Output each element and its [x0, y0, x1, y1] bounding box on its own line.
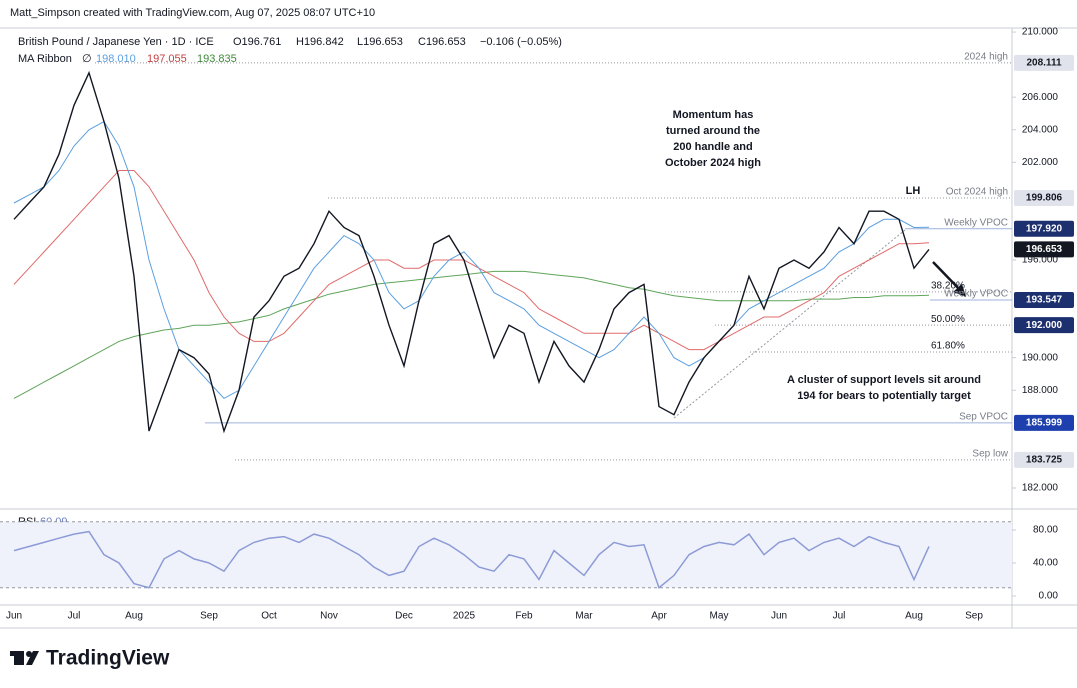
x-tick-label: Jul: [68, 611, 81, 622]
y-tick-label: 188.000: [1022, 385, 1059, 396]
ohlc: C196.653: [418, 36, 466, 48]
price-line: [13, 70, 930, 434]
annotation: 200 handle and: [673, 141, 752, 153]
price-badge-label: 208.111: [1026, 57, 1061, 68]
annotation: LH: [906, 185, 921, 197]
x-tick-label: 2025: [453, 611, 476, 622]
price-badge: [1014, 241, 1074, 258]
rsi-band-fill: [0, 521, 1012, 588]
price-badge: [1014, 54, 1074, 71]
x-tick-label: Jul: [833, 611, 846, 622]
ohlc: H196.842: [296, 36, 344, 48]
price-badge-label: 196.653: [1026, 244, 1063, 255]
y-tick-label: 40.00: [1033, 558, 1058, 569]
level-name: Weekly VPOC: [944, 217, 1008, 228]
logo: [10, 651, 24, 656]
annotation: A cluster of support levels sit around: [787, 374, 981, 386]
y-tick-label: 210.000: [1022, 27, 1059, 38]
credit: Matt_Simpson created with TradingView.co…: [10, 7, 375, 19]
x-tick-label: Dec: [395, 611, 413, 622]
level-name: Oct 2024 high: [946, 187, 1008, 198]
x-tick-label: Jun: [771, 611, 787, 622]
x-tick-label: Aug: [125, 611, 143, 622]
price-badge: [1014, 220, 1074, 237]
x-tick-label: Jun: [6, 611, 22, 622]
logo: [26, 651, 39, 665]
y-tick-label: 182.000: [1022, 483, 1059, 494]
price-badge-label: 197.920: [1026, 223, 1063, 234]
symbol: British Pound / Japanese Yen · 1D · ICE: [18, 36, 214, 48]
ma-line: [13, 170, 930, 351]
level-name: 61.80%: [931, 341, 965, 352]
price-badge-label: 183.725: [1026, 455, 1063, 466]
annotation: Momentum has: [673, 109, 754, 121]
ohlc: O196.761: [233, 36, 281, 48]
ma-value: 197.055: [147, 53, 187, 65]
x-tick-label: Sep: [965, 611, 983, 622]
logo: [14, 651, 24, 665]
logo: [26, 651, 32, 657]
x-tick-label: Feb: [515, 611, 533, 622]
ma-value: 193.835: [197, 53, 237, 65]
level-name: Sep low: [972, 449, 1008, 460]
price-badge: [1014, 451, 1074, 468]
price-badge-label: 185.999: [1026, 418, 1063, 429]
ma-line: [13, 270, 930, 399]
annotation: 194 for bears to potentially target: [797, 390, 971, 402]
y-tick-label: 0.00: [1039, 591, 1059, 602]
y-tick-label: 196.000: [1022, 255, 1059, 266]
y-tick-label: 204.000: [1022, 124, 1059, 135]
series-line: [13, 530, 930, 589]
ohlc: L196.653: [357, 36, 403, 48]
price-badge-label: 192.000: [1026, 320, 1063, 331]
level-name: 38.20%: [931, 281, 965, 292]
price-badge: [1014, 190, 1074, 207]
x-tick-label: Oct: [261, 611, 277, 622]
y-tick-label: 190.000: [1022, 352, 1059, 363]
annotation: turned around the: [666, 125, 760, 137]
x-tick-label: Apr: [651, 611, 667, 622]
x-tick-label: Nov: [320, 611, 338, 622]
x-tick-label: May: [710, 611, 729, 622]
y-tick-label: 206.000: [1022, 92, 1059, 103]
ma-symbol: ∅: [82, 53, 92, 65]
y-tick-label: 80.00: [1033, 525, 1058, 536]
level-name: Weekly VPOC: [944, 289, 1008, 300]
change: −0.106 (−0.05%): [480, 36, 562, 48]
x-tick-label: Sep: [200, 611, 218, 622]
brand: TradingView: [46, 647, 170, 670]
ma-label: MA Ribbon: [18, 53, 72, 65]
annotation: October 2024 high: [665, 157, 761, 169]
arrow-head: [953, 284, 966, 297]
y-tick-label: 202.000: [1022, 157, 1059, 168]
ma-value: 198.010: [96, 53, 136, 65]
level-name: 50.00%: [931, 314, 965, 325]
arrow: [932, 261, 963, 293]
price-badge: [1014, 291, 1074, 308]
x-tick-label: Mar: [575, 611, 593, 622]
x-tick-label: Aug: [905, 611, 923, 622]
price-badge-label: 193.547: [1026, 295, 1063, 306]
level-name: Sep VPOC: [959, 412, 1008, 423]
price-badge-label: 199.806: [1026, 193, 1063, 204]
ma-line: [13, 120, 930, 400]
level-name: 2024 high: [964, 51, 1008, 62]
price-badge: [1014, 317, 1074, 334]
price-badge: [1014, 414, 1074, 431]
